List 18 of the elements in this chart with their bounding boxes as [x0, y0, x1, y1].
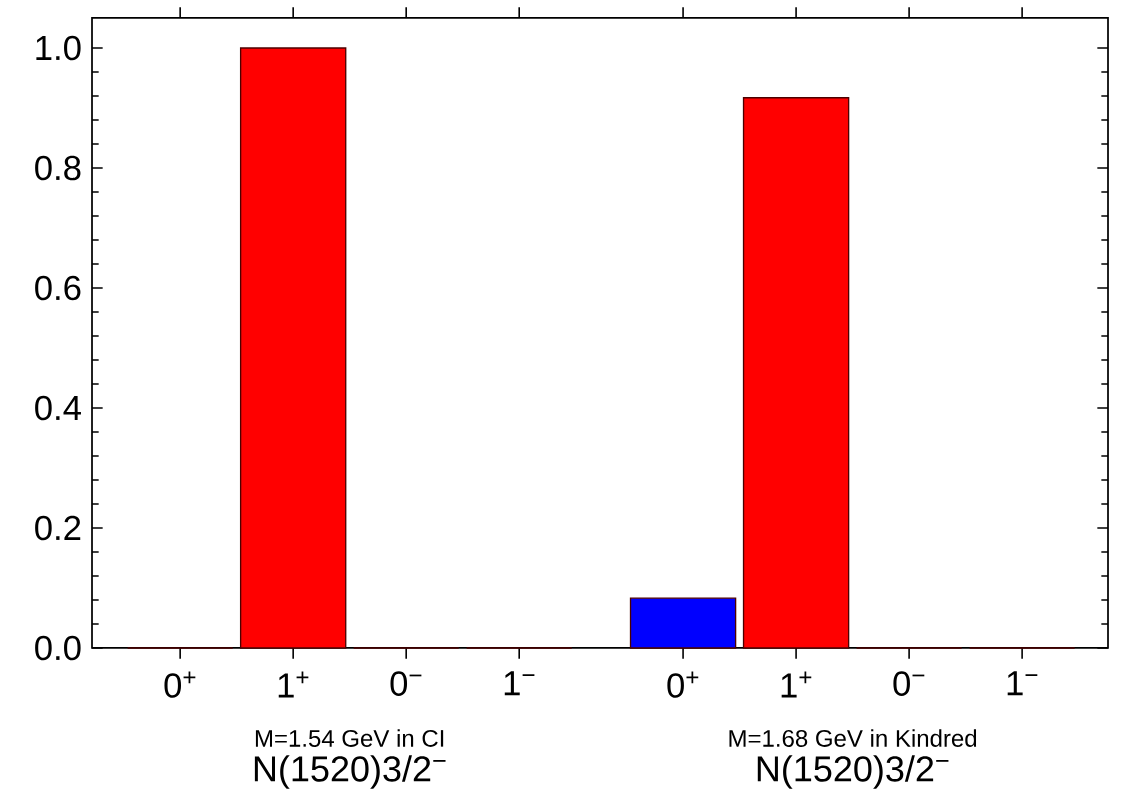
y-tick-label: 0.0: [35, 635, 81, 661]
x-tick-label: 1$^{−}$: [1007, 671, 1038, 696]
text: M=1.68 GeV in Kindred: [729, 729, 977, 747]
x-tick-label: 0$^{−}$: [893, 671, 925, 696]
x-tick-label: 0$^{−}$: [390, 671, 422, 696]
y-tick-label: 1.0: [36, 35, 81, 61]
text: N(1520)3/2$^{−}$: [254, 755, 446, 789]
y-tick-label: 0.6: [35, 275, 81, 301]
x-tick-label: 1$^{+}$: [278, 671, 309, 698]
text: M=1.54 GeV in CI: [255, 729, 444, 747]
y-tick-label: 0.2: [35, 515, 81, 541]
x-tick-label: 1$^{+}$: [781, 671, 812, 698]
x-tick-label: 0$^{+}$: [667, 671, 699, 698]
y-tick-label: 0.8: [35, 155, 81, 181]
x-tick-label: 0$^{+}$: [164, 671, 196, 698]
x-tick-label: 1$^{−}$: [504, 671, 535, 696]
y-tick-label: 0.4: [35, 395, 81, 421]
text: N(1520)3/2$^{−}$: [757, 755, 949, 789]
